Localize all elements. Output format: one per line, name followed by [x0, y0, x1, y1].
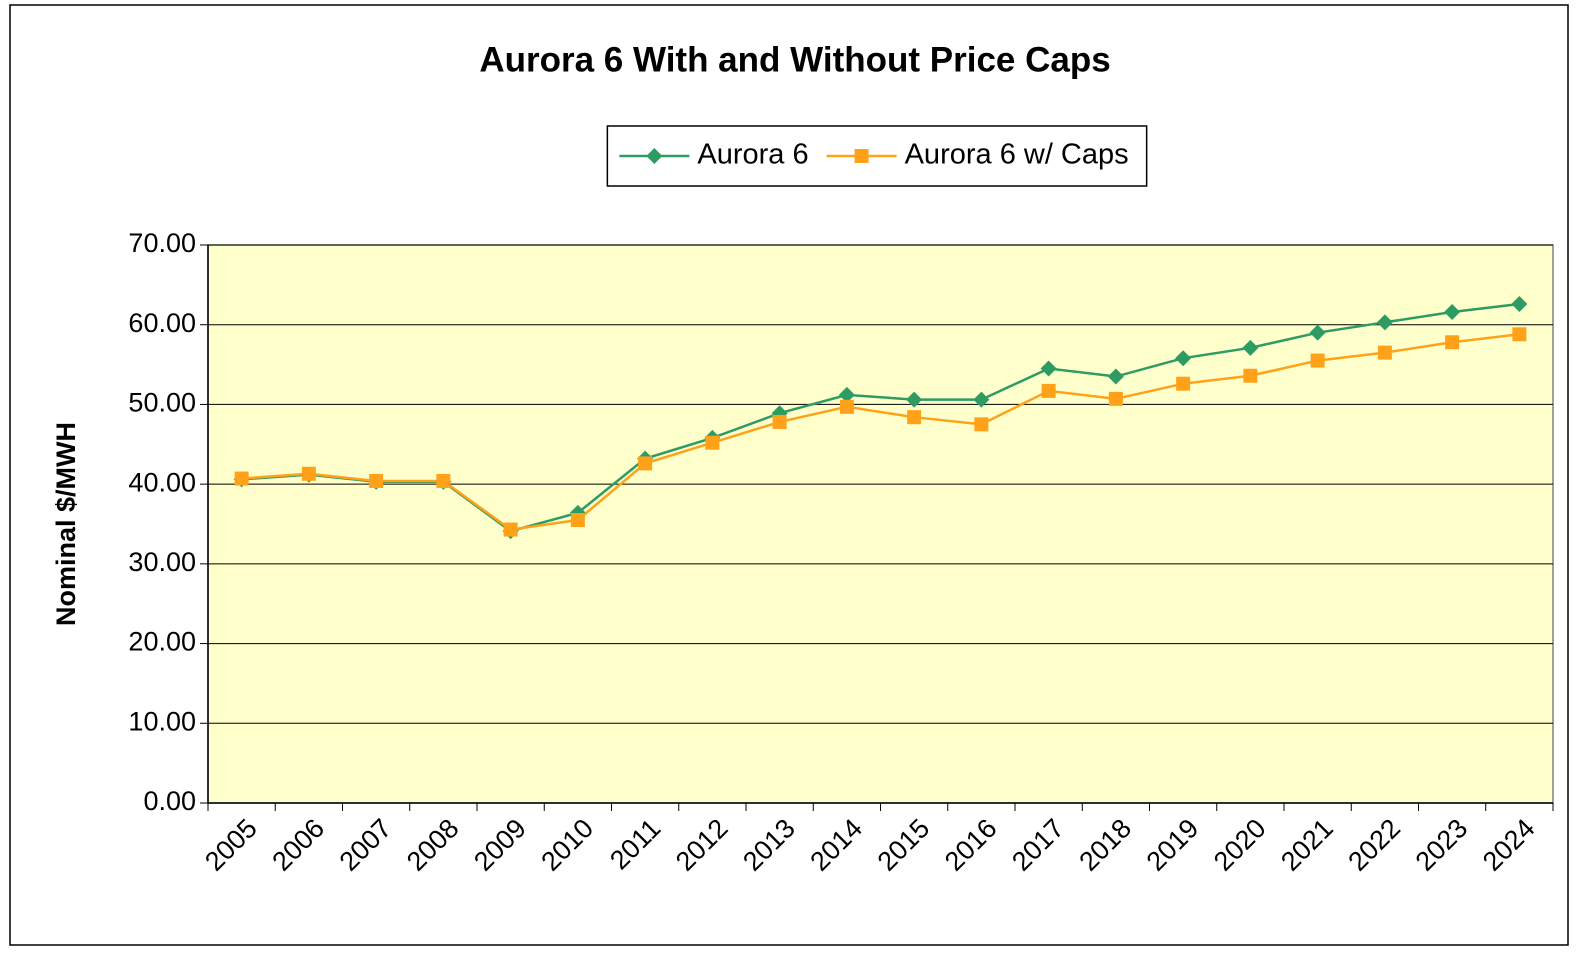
y-tick-label: 0.00 — [143, 786, 196, 816]
y-tick-label: 60.00 — [128, 308, 196, 338]
data-point — [1243, 368, 1258, 383]
data-point — [1108, 391, 1123, 406]
data-point — [570, 513, 585, 528]
data-point — [1176, 376, 1191, 391]
y-tick-label: 40.00 — [128, 467, 196, 497]
data-point — [1376, 314, 1393, 331]
data-point — [638, 456, 653, 471]
data-point — [839, 399, 854, 414]
data-point — [1445, 335, 1460, 350]
data-point — [1175, 350, 1192, 367]
plot-area — [207, 244, 1554, 804]
legend-label: Aurora 6 — [697, 139, 808, 171]
data-point — [1310, 353, 1325, 368]
data-point — [1107, 368, 1124, 385]
data-point — [974, 417, 989, 432]
data-point — [906, 391, 923, 408]
legend-label: Aurora 6 w/ Caps — [905, 139, 1129, 171]
y-tick-label: 10.00 — [128, 706, 196, 736]
data-point — [234, 471, 249, 486]
y-tick-label: 70.00 — [128, 228, 196, 258]
data-point — [1040, 360, 1057, 377]
data-point — [369, 473, 384, 488]
legend-marker — [646, 148, 663, 164]
legend-marker — [854, 149, 869, 163]
data-point — [772, 414, 787, 429]
data-point — [907, 410, 922, 425]
data-point — [1377, 345, 1392, 360]
y-tick-label: 30.00 — [128, 547, 196, 577]
legend: Aurora 6 Aurora 6 w/ Caps — [606, 125, 1148, 187]
y-axis-label: Nominal $/MWH — [51, 422, 81, 626]
data-point — [436, 473, 451, 488]
data-point — [1041, 383, 1056, 398]
data-point — [1444, 303, 1461, 320]
data-point — [503, 522, 518, 537]
series-line — [241, 333, 1520, 531]
y-tick-label: 20.00 — [128, 627, 196, 657]
data-point — [1309, 324, 1326, 341]
chart-title: Aurora 6 With and Without Price Caps — [479, 40, 1110, 79]
data-point — [1511, 295, 1528, 312]
data-point — [301, 466, 316, 481]
data-point — [1242, 339, 1259, 356]
data-point — [1512, 327, 1527, 342]
data-point — [973, 391, 990, 408]
data-point — [705, 435, 720, 450]
y-tick-label: 50.00 — [128, 388, 196, 418]
data-point — [838, 386, 855, 403]
